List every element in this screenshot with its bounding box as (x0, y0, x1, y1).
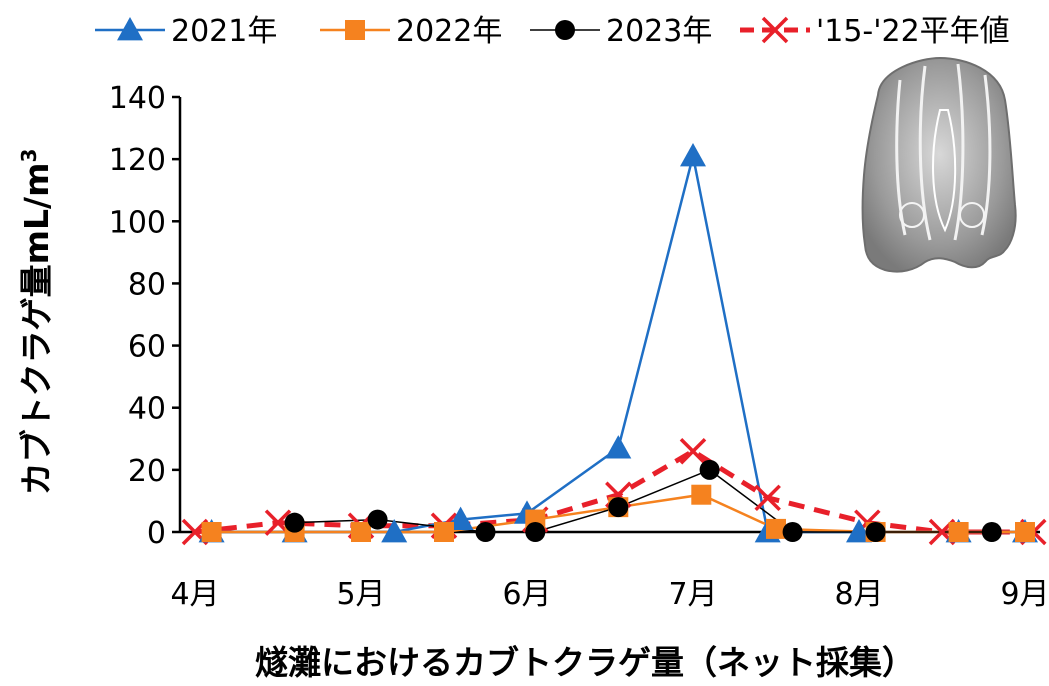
x-axis-label: 燧灘におけるカブトクラゲ量（ネット採集） (255, 643, 915, 682)
series-0-point (605, 435, 632, 459)
legend-entry: 2023年 (530, 14, 712, 49)
legend-marker (761, 16, 789, 44)
legend-entry: 2021年 (95, 14, 277, 49)
y-ticks: 0 20 40 60 80 100 120 140 (109, 81, 180, 551)
series-2-point (367, 509, 388, 530)
y-tick-label: 40 (128, 392, 166, 427)
legend-marker (117, 17, 143, 41)
x-tick-label: 4月 (170, 577, 219, 612)
y-axis-label: カブトクラゲ量mL/m3 (17, 149, 56, 496)
series-2-point (981, 522, 1002, 542)
series-markers (181, 143, 1047, 546)
legend-label: '15-'22平年値 (816, 14, 1010, 49)
series-1-point (948, 522, 969, 542)
x-ticks: 4月 5月 6月 7月 8月 9月 (170, 577, 1049, 612)
series-2-point (699, 459, 720, 480)
y-tick-label: 140 (109, 81, 166, 116)
x-tick-label: 8月 (834, 577, 883, 612)
series-3-point (754, 484, 781, 512)
series-1-point (1015, 522, 1035, 542)
legend-entry: '15-'22平年値 (740, 14, 1010, 49)
series-2-point (608, 497, 629, 518)
series-2-point (475, 522, 496, 542)
series-0-point (447, 506, 474, 530)
jellyfish-illustration (861, 56, 1017, 273)
series-2-point (525, 522, 546, 542)
series-1-point (691, 484, 712, 505)
series-0-point (846, 519, 872, 543)
x-tick-label: 9月 (1000, 577, 1049, 612)
legend-marker (345, 20, 365, 40)
y-tick-label: 120 (109, 143, 166, 178)
y-tick-label: 20 (128, 454, 166, 489)
y-tick-label: 0 (147, 516, 166, 551)
y-tick-label: 60 (128, 330, 166, 365)
x-tick-label: 7月 (668, 577, 717, 612)
series-2-point (782, 522, 803, 542)
series-0-point (381, 519, 408, 543)
legend-label: 2022年 (396, 14, 502, 49)
legend: 2021年 2022年 2023年 '15-'22平年値 (95, 14, 1010, 49)
series-2-point (865, 522, 886, 542)
legend-entry: 2022年 (320, 14, 502, 49)
series-3-point (679, 437, 707, 465)
y-tick-label: 100 (109, 205, 166, 240)
x-tick-label: 5月 (336, 577, 385, 612)
series-1-point (766, 518, 786, 539)
series-1-point (434, 522, 454, 542)
series-2-point (284, 512, 305, 533)
legend-marker (555, 20, 575, 40)
y-tick-label: 80 (128, 267, 166, 302)
x-tick-label: 6月 (502, 577, 551, 612)
legend-label: 2021年 (171, 14, 277, 49)
series-1-point (351, 522, 371, 542)
series-0-point (680, 143, 706, 167)
series-1-point (201, 522, 222, 542)
legend-label: 2023年 (606, 14, 712, 49)
